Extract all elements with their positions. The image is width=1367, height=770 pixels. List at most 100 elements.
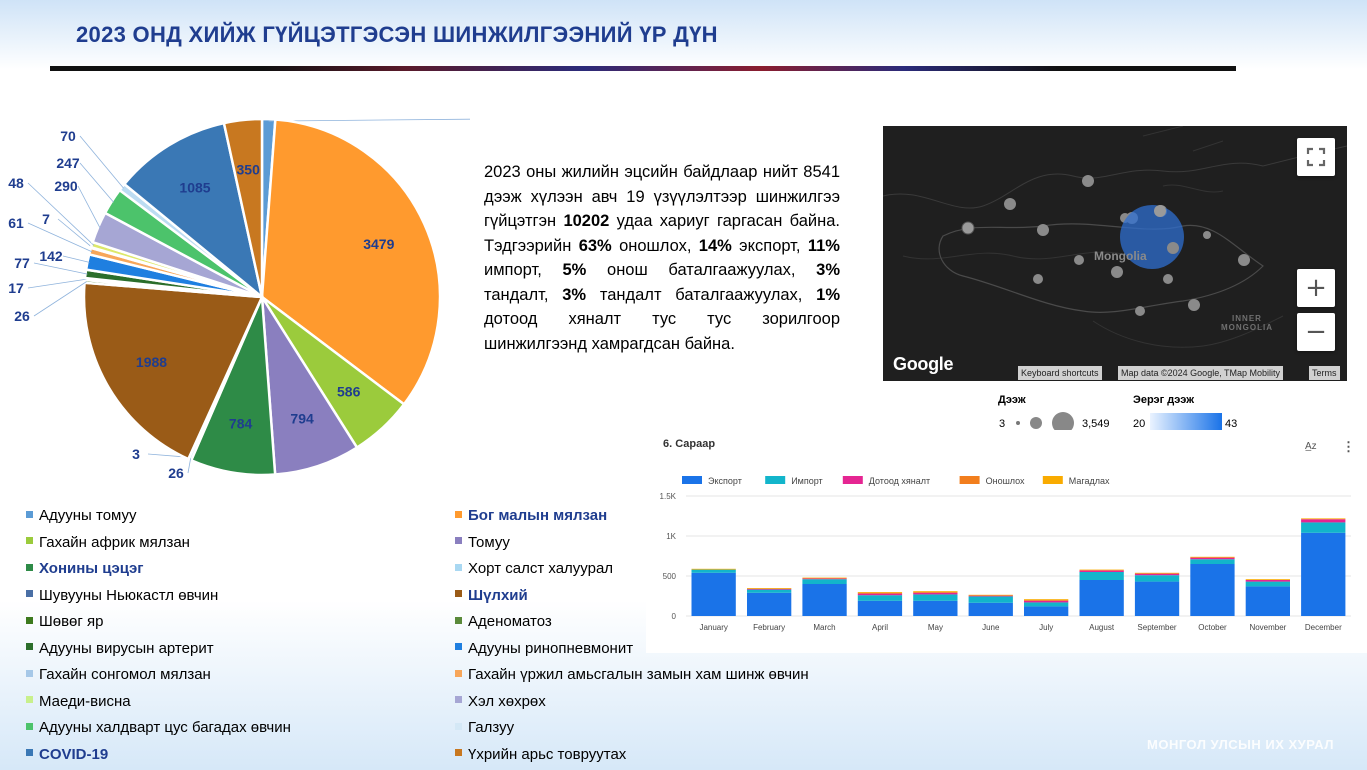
legend-swatch — [455, 669, 462, 677]
chart-y-tick: 500 — [663, 572, 677, 581]
chart-bar-segment[interactable] — [913, 594, 958, 601]
legend-label: Адууны вирусын артерит — [39, 639, 214, 657]
chart-bar-segment[interactable] — [1079, 572, 1124, 580]
chart-bar-segment[interactable] — [691, 568, 736, 570]
chart-bar-segment[interactable] — [968, 596, 1013, 603]
chart-bar-segment[interactable] — [1134, 572, 1180, 574]
chart-x-tick: January — [699, 623, 727, 632]
chart-bar-segment[interactable] — [1190, 559, 1235, 564]
chart-bar-segment[interactable] — [1245, 579, 1290, 580]
legend-item: Шувууны Ньюкастл өвчин — [26, 583, 291, 610]
chart-bar-segment[interactable] — [691, 572, 736, 616]
chart-bar-segment[interactable] — [857, 595, 903, 601]
fullscreen-button[interactable] — [1297, 138, 1335, 176]
chart-x-tick: September — [1137, 623, 1176, 632]
chart-bar-segment[interactable] — [691, 569, 736, 573]
size-legend-max: 3,549 — [1082, 418, 1110, 430]
legend-item: Гахайн африк мялзан — [26, 530, 291, 557]
zoom-out-button[interactable]: − — [1297, 313, 1335, 351]
chart-bar-segment[interactable] — [1301, 519, 1346, 523]
chart-bar-segment[interactable] — [857, 592, 903, 593]
pie-leader-line — [62, 255, 90, 263]
chart-bar-segment[interactable] — [1024, 599, 1069, 600]
terms-link[interactable]: Terms — [1309, 366, 1340, 380]
chart-bar-segment[interactable] — [1079, 569, 1124, 571]
pie-data-label: 3 — [132, 446, 140, 462]
pie-data-label: 142 — [39, 248, 63, 264]
chart-bar-segment[interactable] — [968, 602, 1013, 616]
chart-bar-segment[interactable] — [968, 594, 1013, 596]
pie-data-label: 350 — [237, 162, 261, 178]
legend-label: Галзуу — [468, 719, 515, 736]
chart-x-tick: April — [872, 623, 888, 632]
chart-bar-segment[interactable] — [1190, 556, 1235, 558]
chart-bar-segment[interactable] — [968, 595, 1013, 597]
chart-bar-segment[interactable] — [747, 588, 792, 590]
chart-bar-segment[interactable] — [913, 600, 958, 616]
legend-item: Адууны халдварт цус багадах өвчин — [26, 715, 291, 742]
legend-label: Үхрийн арьс товруутах — [468, 745, 627, 763]
chart-bar-segment[interactable] — [1024, 606, 1069, 616]
chart-bar-segment[interactable] — [747, 592, 792, 616]
pie-data-label: 77 — [14, 255, 30, 271]
chart-title: 6. Сараар — [663, 438, 716, 450]
chart-legend-swatch — [842, 476, 863, 484]
chart-bar-segment[interactable] — [1079, 580, 1124, 616]
chart-legend-swatch — [959, 476, 980, 484]
chart-bar-segment[interactable] — [802, 584, 847, 616]
chart-bar-segment[interactable] — [747, 589, 792, 593]
pie-data-label: 70 — [60, 128, 76, 144]
chart-bar-segment[interactable] — [802, 577, 847, 579]
chart-legend-label: Магадлах — [1069, 476, 1110, 486]
legend-swatch — [455, 696, 462, 704]
legend-label: Аденоматоз — [468, 613, 552, 630]
legend-label: COVID-19 — [39, 745, 109, 763]
sort-az-icon[interactable]: A̲z — [1305, 441, 1317, 452]
chart-bar-segment[interactable] — [913, 592, 958, 593]
map-label-country: Mongolia — [1094, 249, 1147, 263]
chart-bar-segment[interactable] — [857, 593, 903, 596]
zoom-in-button[interactable]: + — [1297, 269, 1335, 307]
legend-item: Гахайн сонгомол мялзан — [26, 662, 291, 689]
chart-bar-segment[interactable] — [1024, 600, 1069, 603]
more-vert-icon[interactable]: ⋮ — [1342, 439, 1355, 454]
legend-item: Томуу — [455, 530, 809, 557]
pie-data-label: 247 — [56, 155, 80, 171]
legend-label: Шөвөг яр — [39, 613, 104, 630]
map-view[interactable]: Mongolia INNER MONGOLIA + − Google Keyboa… — [883, 126, 1347, 381]
chart-bar-segment[interactable] — [1245, 586, 1290, 616]
legend-swatch — [455, 590, 462, 598]
chart-bar-segment[interactable] — [857, 600, 903, 616]
color-legend-min: 20 — [1133, 418, 1146, 430]
legend-item: Хонины цэцэг — [26, 556, 291, 583]
chart-bar-segment[interactable] — [747, 588, 792, 589]
size-legend-title: Дээж — [998, 394, 1026, 406]
pie-data-label: 48 — [8, 175, 24, 191]
chart-bar-segment[interactable] — [857, 592, 903, 594]
chart-bar-segment[interactable] — [1301, 532, 1346, 616]
legend-swatch — [455, 749, 462, 757]
chart-bar-segment[interactable] — [1190, 564, 1235, 616]
chart-bar-segment[interactable] — [1134, 573, 1180, 576]
chart-bar-segment[interactable] — [802, 579, 847, 584]
chart-bar-segment[interactable] — [1245, 581, 1290, 587]
chart-bar-segment[interactable] — [1024, 602, 1069, 607]
chart-bar-segment[interactable] — [1301, 522, 1346, 533]
pie-data-label: 7 — [42, 211, 50, 227]
legend-item: Маеди-висна — [26, 689, 291, 716]
chart-bar-segment[interactable] — [1024, 600, 1069, 601]
chart-bar-segment[interactable] — [802, 578, 847, 580]
keyboard-shortcuts-link[interactable]: Keyboard shortcuts — [1018, 366, 1102, 380]
chart-bar-segment[interactable] — [1134, 581, 1180, 616]
pie-leader-line — [79, 162, 114, 203]
legend-item: Гахайн үржил амьсгалын замын хам шинж өв… — [455, 662, 809, 689]
chart-legend-swatch — [1042, 476, 1063, 484]
chart-bar-segment[interactable] — [1245, 580, 1290, 582]
chart-bar-segment[interactable] — [913, 591, 958, 592]
chart-bar-segment[interactable] — [1190, 557, 1235, 560]
chart-bar-segment[interactable] — [1134, 575, 1180, 582]
chart-bar-segment[interactable] — [913, 592, 958, 595]
legend-swatch — [26, 722, 33, 730]
chart-bar-segment[interactable] — [1301, 518, 1346, 520]
chart-bar-segment[interactable] — [1079, 570, 1124, 572]
